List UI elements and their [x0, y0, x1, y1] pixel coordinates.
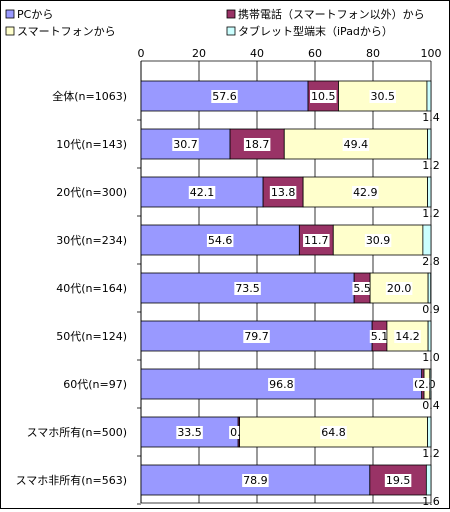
- bar-segment: [425, 464, 432, 496]
- x-tick-label: 0: [138, 47, 145, 60]
- x-tick-label: 40: [250, 47, 264, 60]
- data-label-bg: [364, 234, 392, 247]
- data-label: 30.7: [173, 138, 198, 151]
- data-label: 96.8: [269, 378, 294, 391]
- bar-segment: [427, 416, 432, 448]
- data-label: 73.5: [235, 282, 260, 295]
- category-label: 全体(n=1063): [52, 89, 127, 103]
- category-label: 10代(n=143): [56, 138, 127, 151]
- data-label-bg: [176, 426, 203, 439]
- legend-label: タブレット型端末（iPadから）: [238, 24, 393, 38]
- bar-segment: [140, 224, 300, 256]
- data-label-bg: [369, 90, 396, 103]
- data-label-bg: [417, 378, 437, 391]
- data-label-bg: [268, 378, 295, 391]
- data-label: 1.2: [422, 159, 440, 172]
- data-label-bg: [342, 138, 370, 151]
- category-label: 30代(n=234): [56, 234, 127, 247]
- data-label: 1.2: [422, 207, 440, 220]
- data-label: 14.2: [395, 330, 420, 343]
- x-tick-label: 60: [308, 47, 322, 60]
- bar-segment: [429, 368, 432, 400]
- data-label: 78.9: [243, 474, 268, 487]
- bar-segment: [427, 272, 432, 304]
- category-label: 60代(n=97): [63, 378, 127, 391]
- data-label: 1.0: [422, 351, 440, 364]
- category-label: 20代(n=300): [56, 186, 127, 199]
- data-label: 49.4: [344, 138, 369, 151]
- category-label: 50代(n=124): [56, 330, 127, 343]
- data-label-bg: [352, 186, 379, 199]
- category-label: スマホ非所有(n=563): [16, 473, 127, 487]
- data-label: 33.5: [177, 426, 202, 439]
- legend-swatch: [226, 26, 236, 36]
- bar-segment: [426, 80, 432, 112]
- data-label: 2.0: [418, 378, 436, 391]
- data-label-bg: [211, 90, 238, 103]
- data-label-bg: [234, 282, 261, 295]
- data-label: 11.7: [304, 234, 329, 247]
- bar-segment: [427, 176, 432, 208]
- data-label: 18.7: [245, 138, 270, 151]
- legend-label: スマートフォンから: [17, 25, 116, 38]
- data-label: 30.9: [366, 234, 391, 247]
- data-label: 1.6: [422, 495, 440, 508]
- legend-swatch: [5, 9, 15, 19]
- data-label-bg: [242, 474, 269, 487]
- data-label-bg: [188, 186, 216, 199]
- data-label: 10.5: [311, 90, 336, 103]
- legend-swatch: [226, 9, 236, 19]
- data-label-bg: [243, 138, 271, 151]
- data-label-bg: [384, 474, 412, 487]
- data-label-bg: [269, 186, 297, 199]
- data-label: 79.7: [244, 330, 269, 343]
- data-label: 1.4: [422, 111, 440, 124]
- data-label: 5.5: [353, 282, 371, 295]
- data-label-bg: [394, 330, 421, 343]
- x-tick-label: 100: [421, 47, 442, 60]
- bar-segment: [427, 320, 432, 352]
- data-label: 1.2: [422, 447, 440, 460]
- legend-label: PCから: [17, 8, 53, 21]
- data-label: 42.9: [353, 186, 378, 199]
- data-label: 30.5: [370, 90, 395, 103]
- bar-segment: [427, 128, 432, 160]
- bar-segment: [422, 224, 432, 256]
- data-label-bg: [172, 138, 199, 151]
- data-label: 5.1: [371, 330, 389, 343]
- data-label: 0.9: [422, 303, 440, 316]
- data-label-bg: [206, 234, 234, 247]
- data-label-bg: [243, 330, 270, 343]
- data-label: 13.8: [271, 186, 296, 199]
- category-label: スマホ所有(n=500): [27, 425, 127, 439]
- data-label: 42.1: [190, 186, 215, 199]
- data-label: 57.6: [212, 90, 237, 103]
- data-label-bg: [369, 330, 390, 343]
- data-label: 19.5: [386, 474, 411, 487]
- x-tick-label: 80: [366, 47, 380, 60]
- category-label: 40代(n=164): [56, 282, 127, 295]
- data-label-bg: [320, 426, 347, 439]
- data-label: 0.4: [422, 399, 440, 412]
- data-label-bg: [352, 282, 372, 295]
- data-label: 2.8: [422, 255, 440, 268]
- data-label-bg: [310, 90, 337, 103]
- data-label: 64.8: [321, 426, 346, 439]
- data-label: 54.6: [208, 234, 233, 247]
- x-tick-label: 20: [192, 47, 206, 60]
- data-label-bg: [303, 234, 330, 247]
- legend-label: 携帯電話（スマートフォン以外）から: [238, 7, 425, 21]
- legend-swatch: [5, 26, 15, 36]
- data-label: 20.0: [387, 282, 412, 295]
- data-label-bg: [385, 282, 413, 295]
